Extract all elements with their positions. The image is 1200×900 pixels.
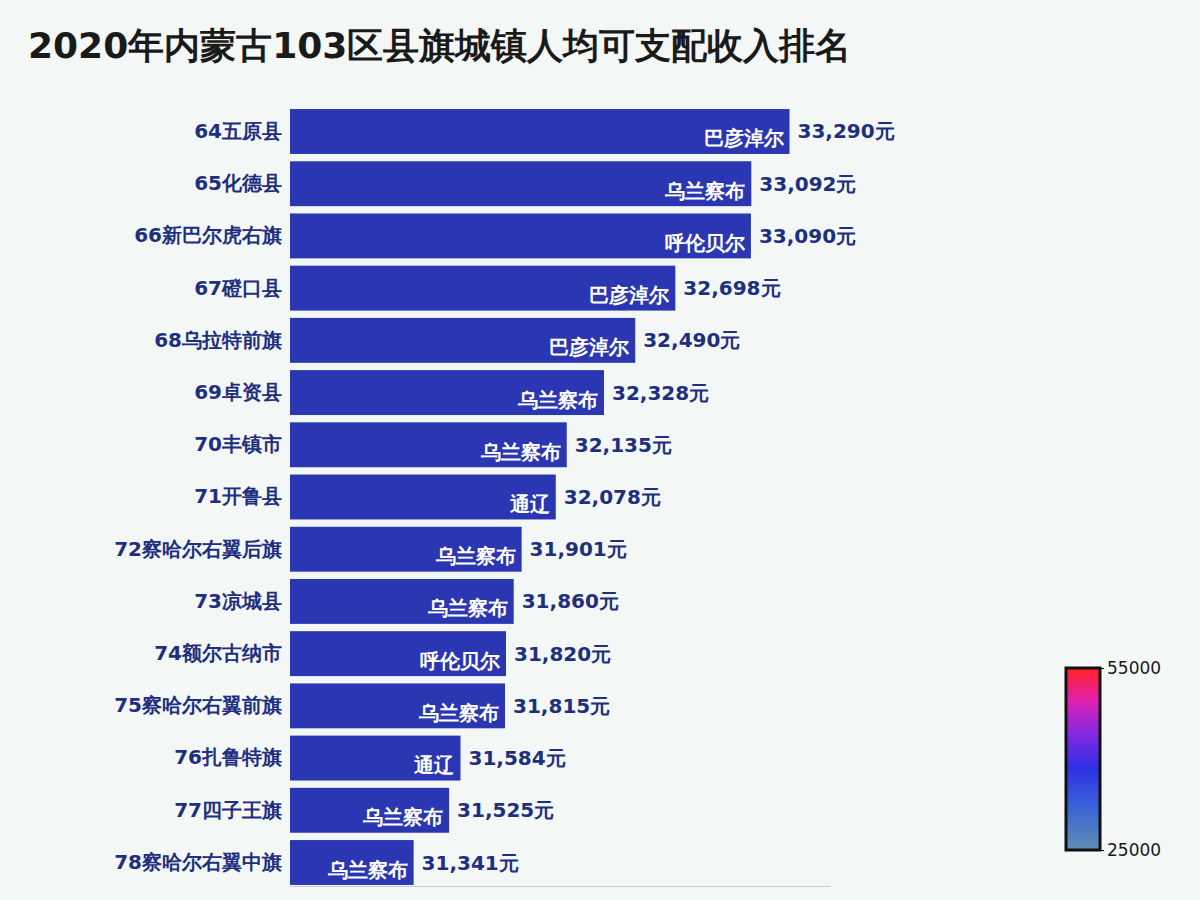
chart: 2020年内蒙古103区县旗城镇人均可支配收入排名 64五原县 65化德县 66新巴尔… xyxy=(0,0,1200,900)
region-label: 乌兰察布 xyxy=(480,440,561,464)
value-label: 32,078元 xyxy=(564,485,661,509)
region-label: 乌兰察布 xyxy=(517,388,598,412)
background xyxy=(0,0,1200,900)
color-bar: 25000 55000 xyxy=(1066,658,1161,860)
category-label: 70丰镇市 xyxy=(194,432,282,456)
bar xyxy=(290,788,449,833)
category-label: 66新巴尔虎右旗 xyxy=(134,223,282,247)
value-label: 33,290元 xyxy=(798,119,895,143)
region-label: 通辽 xyxy=(413,753,454,777)
tick-label: 25000 xyxy=(1107,840,1161,860)
region-label: 乌兰察布 xyxy=(435,544,516,568)
value-label: 32,490元 xyxy=(643,328,740,352)
bar xyxy=(290,475,556,520)
category-label: 73凉城县 xyxy=(194,589,282,613)
category-label: 69卓资县 xyxy=(194,380,282,404)
category-label: 76扎鲁特旗 xyxy=(174,745,282,769)
value-label: 32,328元 xyxy=(612,381,709,405)
tick: 68乌拉特前旗 xyxy=(154,328,290,352)
tick: 78察哈尔右翼中旗 xyxy=(114,850,290,874)
region-label: 巴彦淖尔 xyxy=(549,335,630,359)
tick-label: 55000 xyxy=(1107,658,1161,678)
labels: 巴彦淖尔乌兰察布呼伦贝尔巴彦淖尔巴彦淖尔乌兰察布乌兰察布通辽乌兰察布乌兰察布呼伦… xyxy=(327,119,895,881)
category-label: 71开鲁县 xyxy=(194,484,282,508)
tick: 64五原县 xyxy=(194,119,290,143)
tick: 66新巴尔虎右旗 xyxy=(134,223,290,247)
bar xyxy=(290,422,567,467)
tick: 73凉城县 xyxy=(194,589,290,613)
tick: 77四子王旗 xyxy=(174,798,290,822)
category-label: 78察哈尔右翼中旗 xyxy=(114,850,282,874)
value-label: 31,584元 xyxy=(468,746,565,770)
tick: 75察哈尔右翼前旗 xyxy=(114,693,290,717)
region-label: 乌兰察布 xyxy=(362,805,443,829)
value-label: 32,135元 xyxy=(575,433,672,457)
bar xyxy=(290,161,751,206)
tick: 76扎鲁特旗 xyxy=(174,745,290,769)
axis-line xyxy=(291,886,831,887)
category-label: 67磴口县 xyxy=(194,276,282,300)
tick: 69卓资县 xyxy=(194,380,290,404)
value-label: 31,901元 xyxy=(530,537,627,561)
category-label: 68乌拉特前旗 xyxy=(154,328,282,352)
region-label: 巴彦淖尔 xyxy=(704,126,785,150)
title: 2020年内蒙古103区县旗城镇人均可支配收入排名 xyxy=(28,25,851,66)
tick: 25000 xyxy=(1100,840,1161,860)
value-axis xyxy=(291,886,831,887)
region-label: 乌兰察布 xyxy=(664,179,745,203)
bar xyxy=(290,631,506,676)
bar xyxy=(290,683,505,728)
color-bar-fill xyxy=(1066,668,1100,850)
region-label: 乌兰察布 xyxy=(418,701,499,725)
value-label: 33,090元 xyxy=(759,224,856,248)
tick: 74额尔古纳市 xyxy=(154,641,290,665)
bar xyxy=(290,213,751,258)
tick: 72察哈尔右翼后旗 xyxy=(114,537,290,561)
tick-line xyxy=(1100,850,1104,851)
bar xyxy=(290,370,604,415)
bar xyxy=(290,318,635,363)
value-label: 31,525元 xyxy=(457,798,554,822)
color-axis-line xyxy=(1101,669,1105,851)
value-label: 32,698元 xyxy=(683,276,780,300)
category-label: 72察哈尔右翼后旗 xyxy=(114,537,282,561)
region-label: 通辽 xyxy=(509,492,550,516)
bar xyxy=(290,527,522,572)
value-label: 31,860元 xyxy=(522,589,619,613)
region-label: 乌兰察布 xyxy=(327,858,408,882)
category-label: 65化德县 xyxy=(194,171,282,195)
region-label: 呼伦贝尔 xyxy=(420,649,501,673)
value-label: 31,815元 xyxy=(513,694,610,718)
bar xyxy=(290,266,675,311)
category-axis: 64五原县 65化德县 66新巴尔虎右旗 67磴口县 68乌拉特前旗 69卓资县 70丰镇市… xyxy=(114,119,290,874)
category-label: 75察哈尔右翼前旗 xyxy=(114,693,282,717)
bar xyxy=(290,109,790,154)
tick: 65化德县 xyxy=(194,171,290,195)
category-label: 74额尔古纳市 xyxy=(154,641,282,665)
tick-line xyxy=(1100,668,1104,669)
tick: 71开鲁县 xyxy=(194,484,290,508)
bars xyxy=(290,109,790,885)
value-label: 33,092元 xyxy=(759,172,856,196)
color-axis: 25000 55000 xyxy=(1100,658,1161,860)
region-label: 乌兰察布 xyxy=(427,596,508,620)
tick: 67磴口县 xyxy=(194,276,290,300)
tick: 70丰镇市 xyxy=(194,432,290,456)
value-label: 31,820元 xyxy=(514,642,611,666)
bar xyxy=(290,840,414,885)
bar xyxy=(290,736,460,781)
bar xyxy=(290,579,514,624)
value-label: 31,341元 xyxy=(422,851,519,875)
region-label: 巴彦淖尔 xyxy=(589,283,670,307)
category-label: 64五原县 xyxy=(194,119,282,143)
category-label: 77四子王旗 xyxy=(174,798,282,822)
region-label: 呼伦贝尔 xyxy=(665,231,746,255)
tick: 55000 xyxy=(1100,658,1161,678)
